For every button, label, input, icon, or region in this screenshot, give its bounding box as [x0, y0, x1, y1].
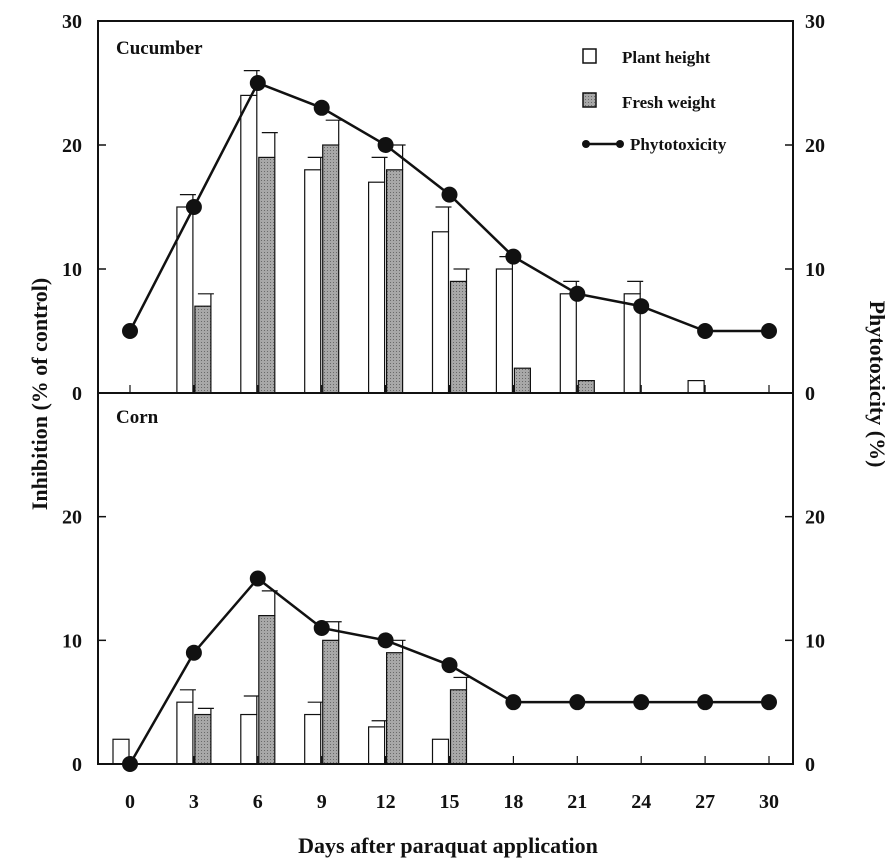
cucumber-phytotoxicity-point [633, 298, 650, 315]
x-tick-label: 24 [631, 791, 651, 813]
cucumber-right-tick-label: 0 [805, 383, 815, 405]
corn-phytotoxicity-point [761, 694, 777, 711]
x-tick-label: 0 [125, 791, 135, 813]
corn-fresh-weight-bar [258, 614, 276, 765]
cucumber-plant-height-bar [240, 94, 258, 394]
panel-title-cucumber: Cucumber [116, 38, 203, 59]
cucumber-plant-height-bar [687, 380, 705, 394]
x-tick-label: 6 [253, 791, 263, 813]
corn-fresh-weight-bar [449, 689, 468, 765]
corn-phytotoxicity-point [185, 644, 202, 661]
cucumber-fresh-weight-bar [386, 169, 404, 394]
cucumber-plant-height-bar [559, 293, 577, 394]
legend: Plant height Fresh weight Phytotoxicity [582, 48, 727, 154]
cucumber-phytotoxicity-point [377, 137, 394, 153]
corn-panel: 0 0 10 10 20 20 [62, 507, 825, 776]
corn-plant-height-bar [304, 713, 322, 765]
x-tick-label: 3 [189, 791, 199, 813]
corn-plant-height-bar [368, 726, 386, 765]
cucumber-phytotoxicity-point [122, 323, 138, 339]
x-tick-label: 18 [503, 791, 523, 813]
corn-left-tick-label: 10 [62, 630, 82, 652]
cucumber-phytotoxicity-point [761, 323, 777, 339]
corn-right-tick-label: 0 [805, 754, 815, 776]
cucumber-fresh-weight-bar [258, 156, 276, 394]
x-tick-label: 27 [695, 791, 715, 813]
corn-plant-height-bar [176, 701, 194, 765]
legend-dot-left [582, 140, 590, 148]
corn-fresh-weight-bar [194, 713, 212, 765]
cucumber-left-tick-label: 30 [62, 11, 82, 33]
cucumber-phytotoxicity-point [697, 323, 714, 339]
cucumber-right-tick-label: 10 [805, 259, 825, 281]
corn-left-tick-label: 20 [62, 507, 82, 529]
cucumber-plant-height-bar [431, 231, 450, 394]
cucumber-fresh-weight-bar [577, 380, 595, 394]
y-axis-title-right: Phytotoxicity (%) [865, 301, 885, 468]
corn-phytotoxicity-point [505, 694, 522, 711]
cucumber-right-tick-label: 20 [805, 135, 825, 157]
corn-right-tick-label: 10 [805, 630, 825, 652]
plot-frame [97, 20, 794, 765]
cucumber-fresh-weight-bar [513, 367, 532, 394]
corn-phytotoxicity-point [249, 570, 266, 587]
cucumber-left-tick-label: 0 [72, 383, 82, 405]
x-tick-label: 9 [317, 791, 327, 813]
cucumber-plant-height-bar [368, 181, 386, 394]
cucumber-phytotoxicity-point [569, 285, 586, 302]
legend-label-phytotoxicity: Phytotoxicity [630, 135, 727, 154]
corn-phytotoxicity-point [569, 694, 586, 711]
corn-right-tick-label: 20 [805, 507, 825, 529]
x-tick-label: 12 [376, 791, 396, 813]
corn-fresh-weight-bar [386, 652, 404, 765]
y-axis-title-left: Inhibition (% of control) [27, 278, 52, 510]
x-axis: 0 3 6 9 12 15 18 21 24 27 30 [125, 791, 779, 813]
legend-dot-right [616, 140, 624, 148]
cucumber-left-tick-label: 10 [62, 259, 82, 281]
cucumber-left-tick-label: 20 [62, 135, 82, 157]
cucumber-plant-height-bar [304, 169, 322, 394]
cucumber-phytotoxicity-point [249, 75, 266, 91]
legend-swatch-fresh-weight [582, 92, 597, 108]
x-tick-label: 15 [440, 791, 460, 813]
cucumber-right-tick-label: 30 [805, 11, 825, 33]
corn-phytotoxicity-point [377, 632, 394, 649]
x-tick-label: 21 [567, 791, 587, 813]
cucumber-plant-height-bar [495, 268, 513, 394]
corn-plant-height-bar [240, 713, 258, 765]
cucumber-fresh-weight-bar [449, 280, 468, 394]
legend-swatch-plant-height [582, 48, 597, 64]
cucumber-panel: 0 0 10 10 20 20 30 30 [62, 11, 825, 405]
x-axis-title: Days after paraquat application [298, 833, 598, 858]
corn-left-tick-label: 0 [72, 754, 82, 776]
cucumber-phytotoxicity-point [505, 248, 522, 265]
legend-label-fresh-weight: Fresh weight [622, 93, 716, 112]
panel-title-corn: Corn [116, 407, 159, 428]
cucumber-phytotoxicity-point [313, 99, 330, 116]
corn-phytotoxicity-point [697, 694, 714, 711]
corn-plant-height-bar [431, 738, 450, 765]
cucumber-fresh-weight-bar [322, 144, 340, 394]
cucumber-fresh-weight-bar [194, 305, 212, 394]
legend-label-plant-height: Plant height [622, 48, 711, 67]
cucumber-phytotoxicity-point [185, 199, 202, 215]
x-tick-label: 30 [759, 791, 779, 813]
cucumber-phytotoxicity-point [441, 186, 458, 203]
corn-phytotoxicity-point [441, 657, 458, 674]
corn-phytotoxicity-point [313, 619, 330, 636]
corn-fresh-weight-bar [322, 639, 340, 765]
corn-phytotoxicity-point [633, 694, 650, 711]
